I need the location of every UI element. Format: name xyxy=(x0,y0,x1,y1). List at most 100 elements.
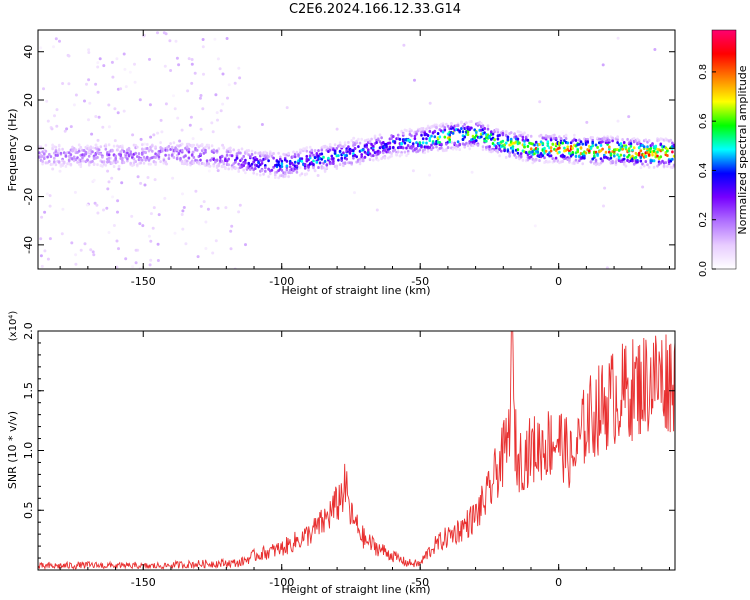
heatmap-cell xyxy=(601,147,604,151)
heatmap-cell xyxy=(611,139,614,143)
heatmap-cell xyxy=(639,166,643,170)
heatmap-cell xyxy=(483,126,486,130)
spectrogram-axes: -150 -100 -50 0 -40 -20 0 20 40 xyxy=(22,30,675,288)
heatmap-cell xyxy=(413,134,417,138)
heatmap-cell xyxy=(423,147,427,151)
heatmap-cell xyxy=(403,141,407,145)
heatmap-cell xyxy=(519,152,523,156)
heatmap-cell xyxy=(490,130,493,134)
heatmap-cell xyxy=(616,153,619,157)
heatmap-cell xyxy=(571,150,574,154)
heatmap-cell xyxy=(54,145,58,149)
heatmap-cell xyxy=(599,157,603,161)
heatmap-cell xyxy=(493,138,496,141)
heatmap-cell xyxy=(181,209,185,213)
heatmap-cell xyxy=(201,45,205,49)
heatmap-cell xyxy=(390,137,393,140)
heatmap-cell xyxy=(476,143,480,147)
heatmap-cell xyxy=(325,166,329,170)
heatmap-cell xyxy=(199,158,202,162)
heatmap-cell xyxy=(629,142,633,145)
heatmap-cell xyxy=(97,115,101,119)
heatmap-cell xyxy=(180,128,184,132)
heatmap-cell xyxy=(622,162,626,166)
heatmap-cell xyxy=(159,118,163,122)
heatmap-cell xyxy=(138,98,142,102)
x-tick-label: 0 xyxy=(555,576,562,589)
heatmap-cell xyxy=(122,150,126,153)
heatmap-cell xyxy=(126,157,129,161)
heatmap-cell xyxy=(133,80,137,84)
heatmap-cell xyxy=(438,135,442,139)
heatmap-cell xyxy=(250,149,254,153)
heatmap-cell xyxy=(227,167,230,171)
heatmap-cell xyxy=(207,145,211,149)
heatmap-cell xyxy=(117,247,120,251)
heatmap-cell xyxy=(167,157,171,160)
heatmap-cell xyxy=(184,242,188,246)
heatmap-cell xyxy=(92,162,96,166)
heatmap-cell xyxy=(481,124,485,128)
heatmap-cell xyxy=(465,141,468,145)
heatmap-cell xyxy=(46,119,50,123)
heatmap-cell xyxy=(159,141,162,145)
heatmap-cell xyxy=(204,220,208,224)
heatmap-cell xyxy=(360,153,363,157)
heatmap-cell xyxy=(382,151,385,155)
heatmap-cell xyxy=(70,241,74,245)
heatmap-cell xyxy=(588,149,591,153)
heatmap-cell xyxy=(410,134,413,138)
heatmap-cell xyxy=(305,149,309,153)
heatmap-cell xyxy=(189,115,193,119)
x-tick-label: -150 xyxy=(131,275,156,288)
heatmap-cell xyxy=(415,147,418,150)
heatmap-cell xyxy=(74,253,78,257)
heatmap-cell xyxy=(603,186,607,190)
heatmap-cell xyxy=(48,237,52,241)
heatmap-cell xyxy=(558,143,561,147)
heatmap-cell xyxy=(173,107,177,111)
snr-multiplier: (x10⁴) xyxy=(8,311,19,342)
heatmap-cell xyxy=(216,206,220,210)
y-tick-label: 1.0 xyxy=(22,442,35,460)
heatmap-cell xyxy=(601,63,605,67)
heatmap-cell xyxy=(378,150,382,154)
heatmap-cell xyxy=(431,146,435,150)
heatmap-cell xyxy=(440,146,443,150)
heatmap-cell xyxy=(553,133,556,137)
heatmap-cell xyxy=(355,155,358,159)
heatmap-cell xyxy=(347,140,350,144)
heatmap-cell xyxy=(180,213,184,216)
heatmap-cell xyxy=(345,157,348,161)
heatmap-cell xyxy=(113,139,117,143)
heatmap-cell xyxy=(120,181,124,185)
heatmap-cell xyxy=(175,148,179,152)
heatmap-cell xyxy=(74,148,78,152)
heatmap-cell xyxy=(44,143,48,147)
heatmap-cell xyxy=(614,161,618,164)
heatmap-cell xyxy=(45,99,49,103)
heatmap-cell xyxy=(320,152,324,156)
heatmap-cell xyxy=(649,146,653,150)
heatmap-cell xyxy=(533,143,536,147)
heatmap-cell xyxy=(255,172,259,176)
heatmap-cell xyxy=(313,169,317,173)
heatmap-cell xyxy=(102,64,106,68)
heatmap-cell xyxy=(43,157,46,160)
heatmap-cell xyxy=(421,127,425,130)
heatmap-cell xyxy=(428,139,432,142)
heatmap-cell xyxy=(184,154,187,158)
heatmap-cell xyxy=(405,146,408,150)
heatmap-cell xyxy=(111,75,115,79)
heatmap-cell xyxy=(453,141,456,145)
heatmap-cell xyxy=(500,149,503,153)
heatmap-cell xyxy=(624,164,628,168)
heatmap-cell xyxy=(632,137,636,140)
heatmap-cell xyxy=(260,161,264,165)
heatmap-cell xyxy=(396,133,400,137)
heatmap-cell xyxy=(355,139,358,143)
heatmap-cell xyxy=(325,145,329,149)
heatmap-cell xyxy=(343,141,347,145)
heatmap-cell xyxy=(433,129,437,133)
heatmap-cell xyxy=(177,63,181,67)
